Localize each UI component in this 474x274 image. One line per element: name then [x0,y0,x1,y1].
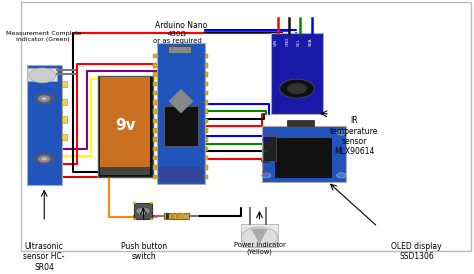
FancyBboxPatch shape [154,82,157,86]
FancyBboxPatch shape [98,76,153,176]
Circle shape [29,68,55,83]
FancyBboxPatch shape [154,175,157,179]
FancyBboxPatch shape [262,126,346,182]
FancyBboxPatch shape [205,165,209,170]
Circle shape [34,153,54,164]
Text: Arduino Nano: Arduino Nano [155,21,207,30]
FancyBboxPatch shape [62,99,67,105]
FancyBboxPatch shape [154,156,157,161]
Circle shape [280,79,314,98]
Circle shape [42,97,47,100]
FancyBboxPatch shape [205,110,209,114]
Circle shape [287,83,307,94]
FancyBboxPatch shape [154,147,157,151]
FancyBboxPatch shape [205,128,209,133]
FancyBboxPatch shape [134,203,152,219]
FancyBboxPatch shape [176,213,179,219]
Circle shape [133,218,136,220]
FancyBboxPatch shape [181,213,184,219]
FancyBboxPatch shape [154,119,157,123]
FancyBboxPatch shape [100,77,150,167]
FancyBboxPatch shape [205,72,209,77]
FancyBboxPatch shape [154,54,157,58]
FancyBboxPatch shape [154,100,157,105]
Text: Power Indicator
(Yellow): Power Indicator (Yellow) [234,242,285,255]
Circle shape [133,202,136,204]
FancyBboxPatch shape [263,136,276,161]
Text: OLED display
SSD1306: OLED display SSD1306 [391,242,442,261]
FancyBboxPatch shape [171,213,174,219]
Text: GND: GND [262,160,272,164]
Polygon shape [170,90,192,113]
FancyBboxPatch shape [164,106,198,146]
FancyBboxPatch shape [154,72,157,77]
Circle shape [337,173,346,178]
FancyBboxPatch shape [62,81,67,87]
FancyBboxPatch shape [205,147,209,151]
Circle shape [34,93,54,104]
FancyBboxPatch shape [205,91,209,95]
Text: SCL: SCL [297,38,301,46]
Circle shape [150,218,154,220]
Polygon shape [252,229,267,242]
FancyBboxPatch shape [154,165,157,170]
Circle shape [337,130,346,135]
FancyBboxPatch shape [271,33,323,114]
FancyBboxPatch shape [27,67,57,81]
FancyBboxPatch shape [241,224,278,247]
FancyBboxPatch shape [62,116,67,122]
FancyBboxPatch shape [154,137,157,142]
FancyBboxPatch shape [205,82,209,86]
FancyBboxPatch shape [205,63,209,67]
FancyBboxPatch shape [168,46,191,53]
Text: IR
temperature
sensor
MLX90614: IR temperature sensor MLX90614 [330,116,378,156]
FancyBboxPatch shape [205,54,209,58]
Text: VCC: VCC [262,171,271,175]
FancyBboxPatch shape [205,156,209,161]
FancyBboxPatch shape [154,63,157,67]
Text: 9v: 9v [115,118,136,133]
FancyBboxPatch shape [157,43,205,184]
Circle shape [42,158,47,161]
Circle shape [38,95,51,102]
Circle shape [150,202,154,204]
FancyBboxPatch shape [154,110,157,114]
Text: Push button
switch: Push button switch [121,242,167,261]
Text: 430Ω
or as required: 430Ω or as required [153,31,202,44]
FancyBboxPatch shape [154,91,157,95]
Text: SCL: SCL [262,149,270,153]
FancyBboxPatch shape [287,120,314,126]
FancyBboxPatch shape [205,119,209,123]
FancyBboxPatch shape [205,137,209,142]
Text: SDA: SDA [262,138,271,142]
FancyBboxPatch shape [27,65,62,185]
FancyBboxPatch shape [159,167,202,182]
Circle shape [262,173,271,178]
Circle shape [38,155,51,162]
Text: Measurement Complete
indicator (Green): Measurement Complete indicator (Green) [6,31,81,42]
FancyBboxPatch shape [164,213,189,219]
FancyBboxPatch shape [275,138,332,178]
FancyBboxPatch shape [205,175,209,179]
Text: Ultrasonic
sensor HC-
SR04: Ultrasonic sensor HC- SR04 [24,242,65,272]
Text: VIN: VIN [274,39,278,46]
FancyBboxPatch shape [205,100,209,105]
FancyBboxPatch shape [62,134,67,140]
FancyBboxPatch shape [20,2,471,251]
FancyBboxPatch shape [166,213,169,219]
FancyBboxPatch shape [100,167,150,175]
Circle shape [136,207,150,215]
Circle shape [241,227,278,247]
Text: GND: GND [286,36,290,46]
Text: SDA: SDA [309,38,312,46]
Circle shape [140,209,146,213]
FancyBboxPatch shape [154,128,157,133]
